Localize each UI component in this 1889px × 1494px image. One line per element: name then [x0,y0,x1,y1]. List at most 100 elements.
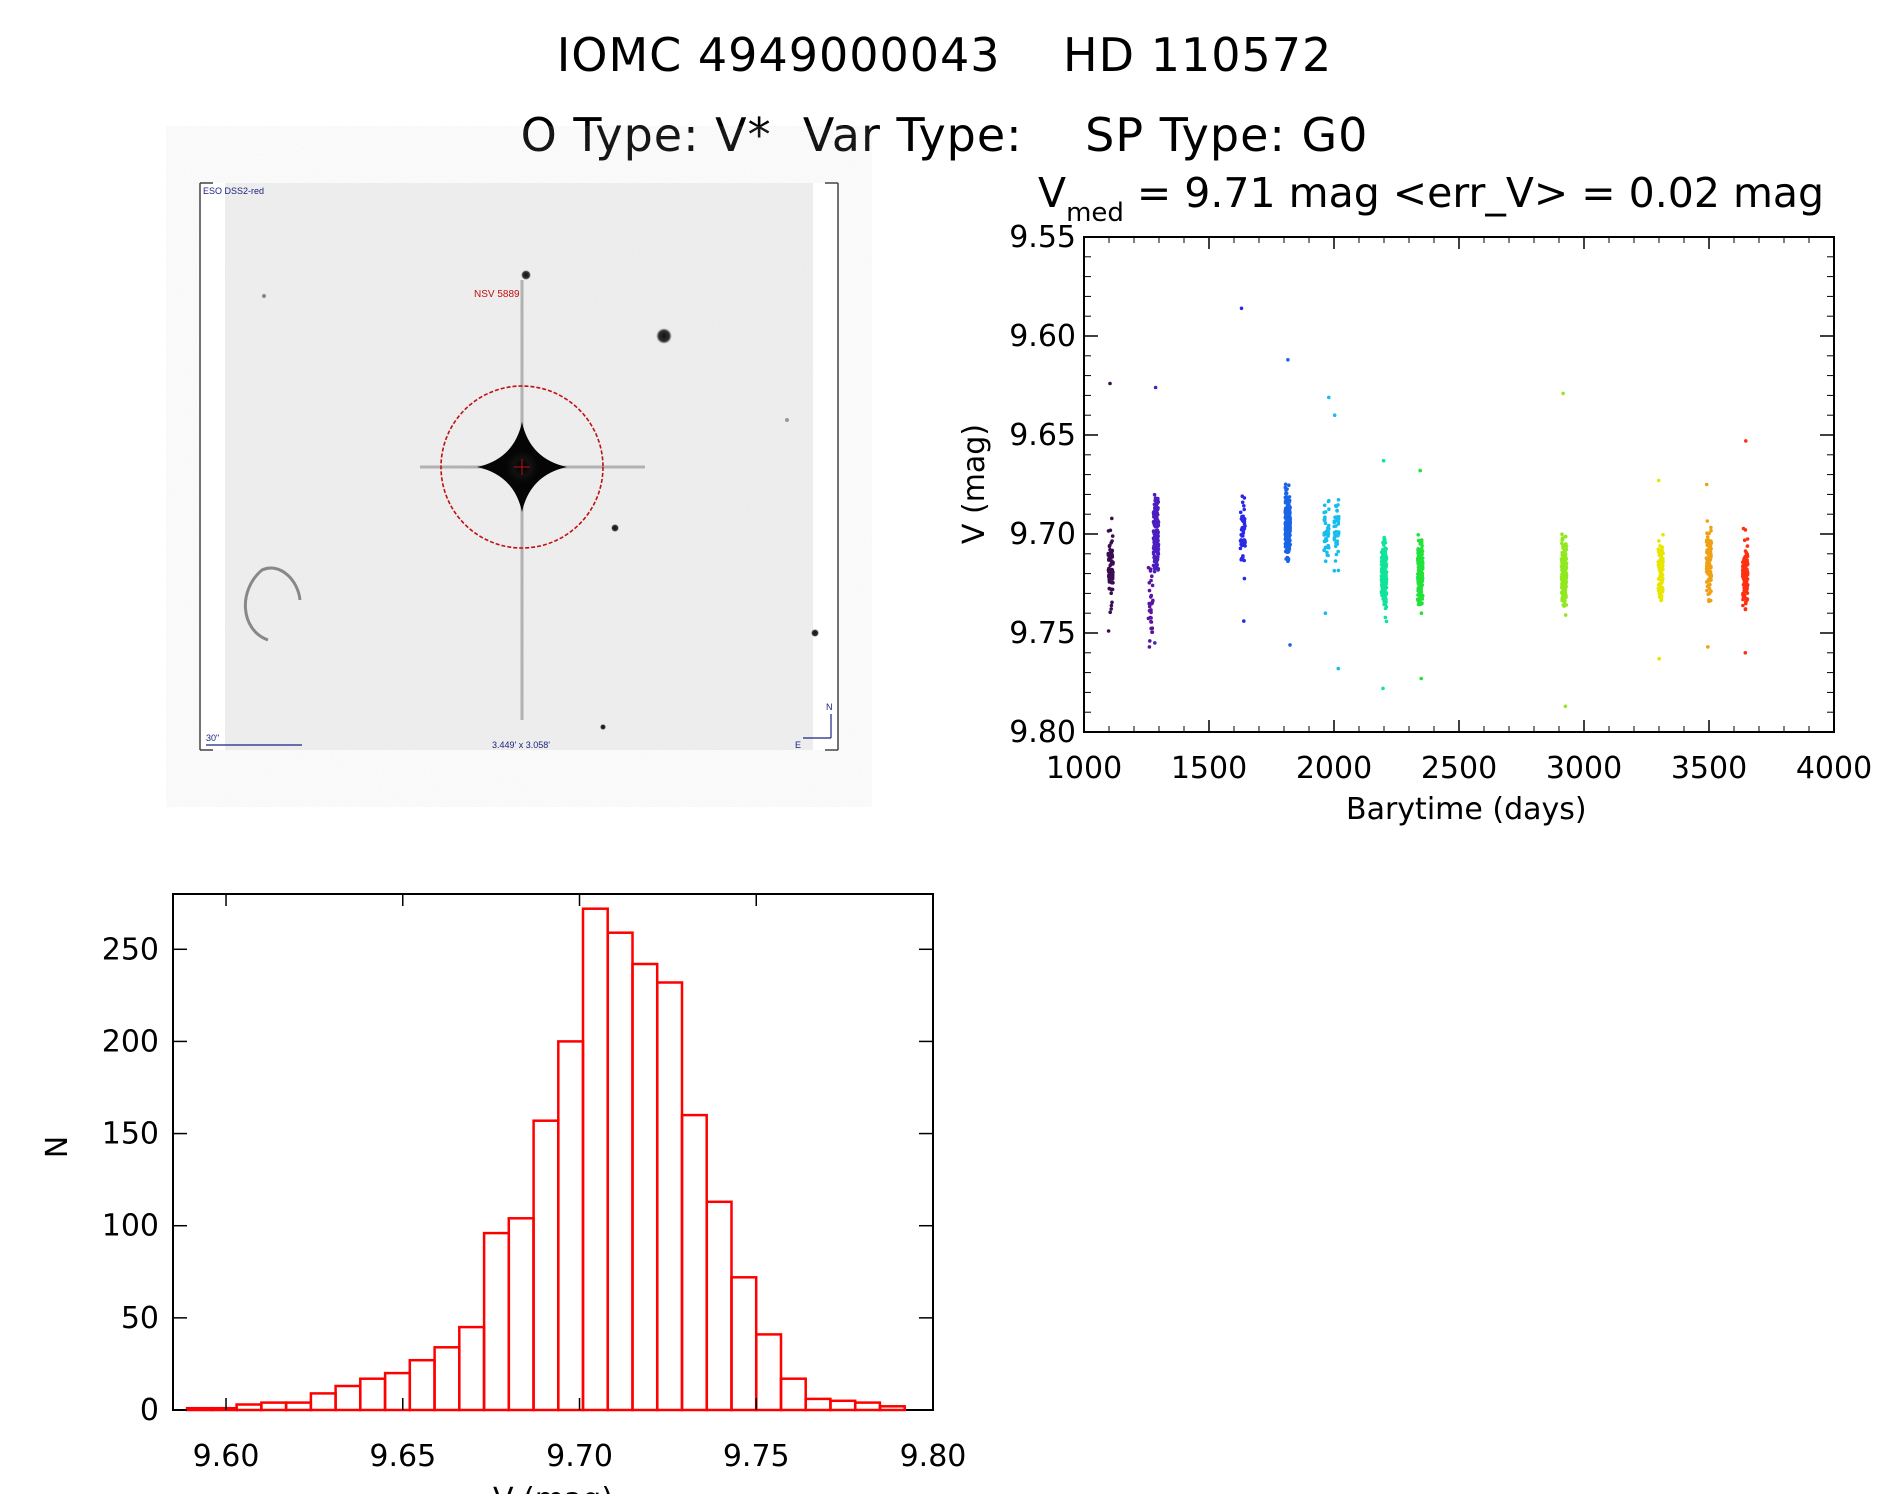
lc-data-point [1333,559,1338,563]
lc-data-point [1148,567,1153,571]
lc-data-point [1109,587,1114,592]
lc-data-point [1705,551,1710,555]
lc-data-point [1283,509,1288,514]
lc-data-point [1332,537,1337,542]
hist-x-tick-label: 9.75 [723,1439,790,1474]
lc-data-point [1418,568,1422,572]
lc-data-point [1561,585,1565,589]
hist-bar [755,1333,783,1412]
lc-data-point [1153,517,1158,521]
lc-data-point [1334,529,1338,534]
lc-data-point [1106,553,1111,557]
lc-data-point [1707,531,1711,536]
lc-data-point [1107,573,1111,577]
lc-data-point [1416,557,1420,562]
hist-bar [804,1397,832,1412]
lc-data-point [1286,358,1290,362]
lc-data-point [1745,537,1750,541]
lc-data-point [1384,547,1388,551]
lc-data-point [1660,580,1664,584]
lc-data-point [1106,629,1111,633]
lc-data-point [1563,556,1567,560]
lc-data-point [1383,537,1387,542]
lc-data-point [1149,616,1153,620]
lc-x-tick-label: 1500 [1171,751,1247,786]
lc-data-point [1153,546,1157,551]
lc-data-point [1156,496,1160,501]
lc-data-point [1743,596,1748,600]
lc-data-point [1155,525,1159,529]
lc-plot-frame [1083,236,1835,733]
field-star [611,524,619,532]
lc-data-point [1336,549,1340,554]
lc-data-point [1325,545,1330,549]
lc-data-point [1382,555,1386,560]
lc-data-point [1150,630,1154,634]
compass-north: N [826,702,833,712]
lc-data-point [1704,566,1709,571]
lc-data-point [1559,575,1564,580]
lc-data-point [1243,544,1247,548]
lc-data-point [1153,566,1158,571]
lc-data-point [1708,558,1713,562]
lc-data-point [1334,515,1338,519]
hist-x-tick-label: 9.70 [546,1439,613,1474]
lc-data-point [1240,533,1244,538]
lc-data-point [1288,529,1292,534]
hist-bar [878,1405,906,1412]
lc-data-point [1562,579,1566,583]
lc-data-point [1657,587,1662,592]
lc-data-point [1382,575,1387,580]
lc-data-point [1151,550,1156,554]
lc-data-point [1742,538,1747,542]
lc-data-point [1111,581,1115,585]
lc-data-point [1155,548,1160,553]
lc-data-point [1419,581,1424,586]
lc-data-point [1335,508,1339,513]
lc-data-point [1560,550,1564,555]
hist-bar [532,1119,560,1412]
lc-data-point [1153,385,1158,390]
lc-data-point [1152,532,1157,536]
lc-data-point [1153,541,1157,545]
lc-data-point [1285,514,1290,519]
lc-data-point [1284,539,1289,544]
lc-data-point [1562,558,1566,563]
lc-data-point [1705,519,1710,523]
lc-data-point [1708,598,1713,603]
lc-data-point [1323,515,1327,519]
hist-bar [730,1276,758,1412]
lc-y-tick-label: 9.70 [1009,517,1076,552]
lc-data-point [1239,538,1243,542]
lc-data-point [1419,611,1424,615]
lc-data-point [1707,563,1712,567]
lc-data-point [1657,553,1662,557]
lc-data-point [1333,533,1337,537]
lc-data-point [1323,611,1328,615]
lc-data-point [1744,550,1749,555]
lc-data-point [1704,580,1709,584]
lc-data-point [1156,520,1160,525]
lc-data-point [1326,523,1331,528]
lc-data-point [1563,593,1568,598]
lc-data-point [1561,537,1565,542]
lc-data-point [1284,491,1288,496]
lc-data-point [1152,509,1156,514]
lc-data-point [1742,574,1746,578]
lc-data-point [1283,482,1288,487]
lc-data-point [1383,615,1388,620]
chart-title-line2: O Type: V* Var Type: SP Type: G0 [520,108,1369,162]
lc-data-point [1284,506,1288,511]
lc-data-point [1332,568,1337,573]
lc-data-point [1286,498,1290,502]
lc-data-point [1416,533,1420,537]
lc-data-point [1418,602,1422,607]
lc-x-tick-label: 3000 [1546,751,1622,786]
lc-data-point [1152,523,1157,527]
lc-data-point [1152,559,1157,564]
lc-data-point [1743,579,1748,584]
lc-data-point [1107,556,1112,561]
lc-x-tick-label: 2000 [1296,751,1372,786]
lc-data-point [1324,538,1329,543]
